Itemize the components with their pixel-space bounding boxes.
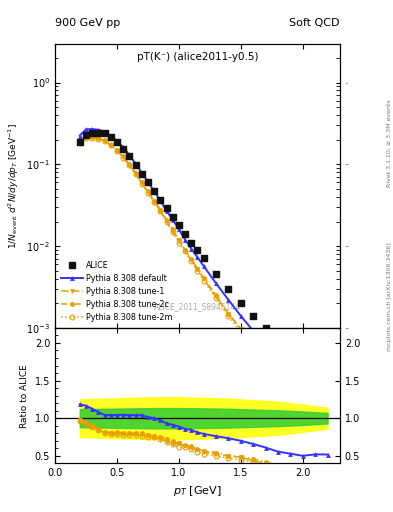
Point — [157, 196, 163, 204]
Point — [163, 204, 170, 212]
Text: pT(K⁻) (alice2011-y0.5): pT(K⁻) (alice2011-y0.5) — [137, 52, 258, 62]
Y-axis label: $1/N_\mathrm{event}$ $d^2N/dy/dp_T$ [GeV$^{-1}$]: $1/N_\mathrm{event}$ $d^2N/dy/dp_T$ [GeV… — [6, 123, 20, 249]
Point — [120, 145, 126, 153]
Legend: ALICE, Pythia 8.308 default, Pythia 8.308 tune-1, Pythia 8.308 tune-2c, Pythia 8: ALICE, Pythia 8.308 default, Pythia 8.30… — [59, 260, 174, 324]
Point — [263, 324, 269, 332]
Point — [225, 285, 231, 293]
Point — [77, 137, 83, 145]
Point — [188, 239, 195, 247]
Point — [176, 221, 182, 229]
Point — [126, 152, 132, 160]
Point — [238, 299, 244, 307]
Point — [299, 360, 306, 368]
Point — [324, 387, 331, 395]
Point — [108, 133, 114, 141]
Point — [114, 138, 120, 146]
Text: ALICE_2011_S8945144: ALICE_2011_S8945144 — [154, 302, 241, 311]
Point — [89, 129, 95, 137]
Point — [275, 335, 281, 344]
Point — [139, 170, 145, 178]
Point — [101, 129, 108, 137]
Y-axis label: Ratio to ALICE: Ratio to ALICE — [20, 364, 29, 428]
Point — [182, 230, 188, 238]
Point — [151, 187, 157, 195]
Point — [213, 270, 219, 278]
Text: Rivet 3.1.10; ≥ 3.3M events: Rivet 3.1.10; ≥ 3.3M events — [387, 99, 392, 187]
Point — [200, 254, 207, 262]
Point — [169, 212, 176, 221]
Point — [195, 246, 201, 254]
Point — [95, 129, 101, 137]
Point — [83, 131, 89, 139]
Text: mcplots.cern.ch [arXiv:1306.3436]: mcplots.cern.ch [arXiv:1306.3436] — [387, 243, 392, 351]
Text: Soft QCD: Soft QCD — [290, 18, 340, 28]
Point — [250, 312, 256, 320]
Point — [312, 373, 318, 381]
X-axis label: $p_T$ [GeV]: $p_T$ [GeV] — [173, 484, 222, 498]
Point — [287, 348, 294, 356]
Text: 900 GeV pp: 900 GeV pp — [55, 18, 120, 28]
Point — [132, 161, 139, 169]
Point — [145, 178, 151, 186]
